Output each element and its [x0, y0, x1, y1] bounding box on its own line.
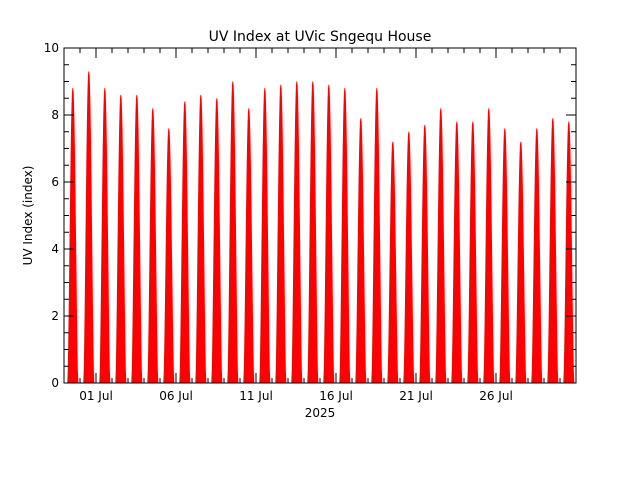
x-tick-label: 26 Jul: [479, 389, 513, 403]
axes-layer: 0 2 4 6 8 10 01 Jul 06 Jul 11 Jul 16 Jul 21 Jul 26 …: [44, 41, 577, 403]
uv-day-area: [563, 121, 575, 384]
uv-day-area: [419, 125, 431, 384]
x-tick-label: 11 Jul: [239, 389, 273, 403]
uv-day-area: [227, 81, 239, 384]
uv-day-area: [499, 128, 511, 384]
uv-day-area: [515, 141, 527, 384]
uv-day-area: [179, 101, 191, 384]
uv-day-area: [547, 118, 559, 384]
uv-day-area: [243, 108, 255, 384]
uv-day-area: [403, 131, 415, 384]
y-tick-label: 0: [51, 376, 59, 390]
uv-day-area: [483, 108, 495, 384]
uv-day-area: [451, 121, 463, 384]
uv-day-area: [99, 88, 111, 384]
x-axis-label: 2025: [305, 406, 336, 420]
x-tick-label: 01 Jul: [79, 389, 113, 403]
y-tick-label: 10: [44, 41, 59, 55]
x-tick-label: 06 Jul: [159, 389, 193, 403]
uv-day-area: [355, 118, 367, 384]
uv-day-area: [387, 141, 399, 384]
uv-day-area: [275, 84, 287, 384]
uv-day-area: [291, 81, 303, 384]
uv-day-area: [131, 94, 143, 384]
uv-day-area: [195, 94, 207, 384]
series-layer: [67, 71, 575, 384]
uv-day-area: [371, 88, 383, 384]
uv-day-area: [83, 71, 95, 384]
uv-day-area: [323, 84, 335, 384]
uv-day-area: [115, 94, 127, 384]
y-tick-label: 6: [51, 175, 59, 189]
chart-title: UV Index at UVic Sngequ House: [209, 29, 432, 45]
uv-day-area: [67, 88, 79, 384]
y-tick-label: 2: [51, 309, 59, 323]
y-tick-label: 4: [51, 242, 59, 256]
uv-day-area: [147, 108, 159, 384]
uv-day-area: [259, 88, 271, 384]
uv-day-area: [467, 121, 479, 384]
uv-day-area: [435, 108, 447, 384]
uv-day-area: [211, 98, 223, 384]
y-axis-label: UV Index (index): [21, 166, 35, 266]
uv-day-area: [339, 88, 351, 384]
x-tick-label: 16 Jul: [319, 389, 353, 403]
y-tick-label: 8: [51, 108, 59, 122]
uv-day-area: [531, 128, 543, 384]
x-tick-label: 21 Jul: [399, 389, 433, 403]
uv-day-area: [163, 128, 175, 384]
uv-day-area: [307, 81, 319, 384]
